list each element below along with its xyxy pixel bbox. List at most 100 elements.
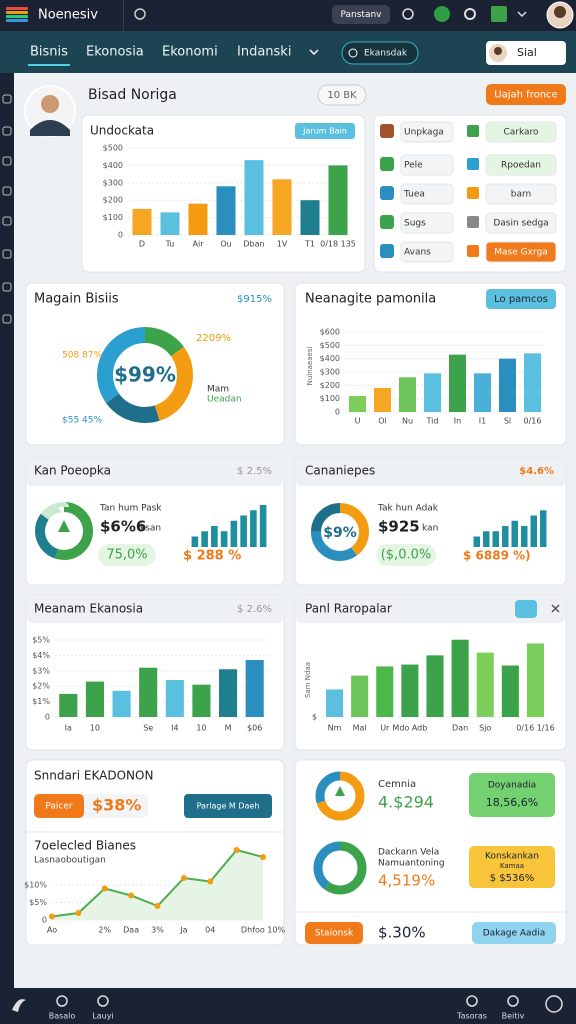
x-tick-label: Tid bbox=[426, 417, 439, 426]
label: Cemnia bbox=[378, 779, 416, 790]
menu-item[interactable] bbox=[400, 121, 454, 143]
menu-label[interactable]: Sugs bbox=[404, 219, 426, 229]
button[interactable] bbox=[295, 123, 355, 139]
nav-label[interactable]: Basalo bbox=[49, 1012, 76, 1021]
top-bar bbox=[0, 0, 576, 31]
icon[interactable] bbox=[12, 999, 26, 1012]
menu-item[interactable] bbox=[400, 154, 454, 176]
menu-icon bbox=[380, 124, 394, 138]
icon[interactable] bbox=[434, 6, 450, 22]
icon[interactable] bbox=[464, 8, 476, 20]
menu-label[interactable]: Pele bbox=[404, 161, 423, 171]
user-name[interactable]: Sial bbox=[517, 46, 537, 59]
button[interactable] bbox=[34, 794, 84, 818]
icon[interactable] bbox=[545, 995, 563, 1013]
bar bbox=[192, 684, 211, 717]
button-label[interactable]: Jarum Bain bbox=[302, 127, 347, 136]
button-label[interactable]: Panstanv bbox=[340, 10, 382, 20]
icon[interactable] bbox=[517, 11, 527, 18]
nav-tab[interactable]: Bisnis bbox=[30, 45, 68, 60]
button[interactable] bbox=[184, 794, 272, 818]
x-tick-label: In bbox=[454, 417, 461, 426]
bar bbox=[259, 505, 267, 547]
menu-label[interactable]: Unpkaga bbox=[404, 128, 444, 138]
menu-item[interactable] bbox=[485, 212, 557, 234]
menu-item[interactable] bbox=[485, 154, 557, 176]
menu-item[interactable] bbox=[485, 183, 557, 205]
sidebar-icon[interactable] bbox=[2, 126, 12, 136]
menu-item[interactable] bbox=[400, 183, 454, 205]
icon[interactable] bbox=[97, 995, 109, 1007]
pill-label: ($,0.0% bbox=[381, 548, 432, 563]
sidebar-icon[interactable] bbox=[2, 216, 12, 226]
menu-label[interactable]: Carkaro bbox=[503, 128, 539, 138]
stat-box bbox=[469, 773, 555, 817]
sidebar-icon[interactable] bbox=[2, 314, 12, 324]
sidebar-icon[interactable] bbox=[2, 156, 12, 166]
button[interactable] bbox=[486, 84, 566, 105]
nav-label[interactable]: Tasoras bbox=[456, 1012, 487, 1021]
bar bbox=[85, 681, 104, 717]
menu-item[interactable] bbox=[400, 241, 454, 263]
nav-tab[interactable]: Indanski bbox=[237, 45, 291, 60]
user-pill[interactable] bbox=[486, 41, 566, 65]
x-tick-label: Se bbox=[143, 724, 153, 733]
stat-box-title: Kamaa bbox=[500, 862, 524, 870]
button-label[interactable]: Parlage M Daeh bbox=[197, 802, 260, 811]
sidebar-icon[interactable] bbox=[2, 94, 12, 104]
card-header bbox=[296, 596, 565, 623]
bar bbox=[526, 643, 544, 717]
button[interactable] bbox=[317, 84, 367, 106]
button-label[interactable]: Uajah fronce bbox=[494, 90, 557, 101]
stat-box-value: $ $536% bbox=[490, 873, 535, 884]
nav-tab[interactable]: Ekonosia bbox=[86, 45, 144, 60]
icon[interactable] bbox=[466, 995, 478, 1007]
menu-item[interactable] bbox=[400, 212, 454, 234]
menu-item[interactable] bbox=[485, 241, 557, 263]
change: $ 6889 %) bbox=[463, 549, 531, 563]
button-label[interactable]: Staionsk bbox=[315, 929, 354, 939]
button-label[interactable]: 10 BK bbox=[327, 90, 357, 101]
chevron[interactable] bbox=[309, 49, 319, 56]
sidebar-icon[interactable] bbox=[2, 186, 12, 196]
button[interactable] bbox=[305, 922, 363, 944]
close[interactable] bbox=[551, 604, 560, 613]
area bbox=[52, 850, 263, 920]
icon[interactable] bbox=[402, 8, 414, 20]
bar bbox=[374, 388, 391, 412]
menu-label[interactable]: Rpoedan bbox=[501, 161, 541, 171]
button[interactable] bbox=[472, 922, 556, 944]
menu-item[interactable] bbox=[485, 121, 557, 143]
sidebar-icon[interactable] bbox=[2, 249, 12, 259]
search[interactable] bbox=[341, 41, 419, 65]
button-label[interactable]: Lo pamcos bbox=[494, 294, 548, 305]
donut-label: 508 87% bbox=[62, 351, 102, 361]
button-label[interactable]: Dakage Aadia bbox=[483, 929, 546, 939]
search-label[interactable]: Ekansdak bbox=[364, 49, 408, 59]
card bbox=[25, 282, 285, 446]
label: kan bbox=[422, 524, 438, 534]
donut-label: $55 45% bbox=[62, 416, 102, 426]
button[interactable] bbox=[332, 5, 390, 24]
bar bbox=[160, 212, 180, 235]
y-tick-label: $1% bbox=[32, 697, 50, 706]
nav-tab[interactable]: Ekonomi bbox=[162, 45, 218, 60]
icon[interactable] bbox=[507, 995, 519, 1007]
stat: $ 2.6% bbox=[237, 604, 272, 615]
button[interactable] bbox=[486, 289, 556, 309]
y-tick-label: $100 bbox=[320, 394, 340, 403]
button-label[interactable]: Paicer bbox=[45, 802, 73, 812]
menu-label[interactable]: Mase Gxrga bbox=[494, 248, 547, 258]
nav-label[interactable]: Beitiv bbox=[502, 1012, 525, 1021]
menu-label[interactable]: Avans bbox=[404, 248, 431, 258]
icon[interactable] bbox=[56, 995, 68, 1007]
menu-label[interactable]: Tuea bbox=[403, 190, 425, 200]
menu-label[interactable]: barn bbox=[511, 190, 531, 200]
nav-label[interactable]: Lauyi bbox=[92, 1012, 113, 1021]
icon[interactable] bbox=[491, 6, 507, 22]
bar bbox=[191, 536, 199, 547]
icon-button[interactable] bbox=[515, 600, 537, 618]
sidebar-icon[interactable] bbox=[2, 282, 12, 292]
sidebar bbox=[0, 73, 14, 988]
menu-label[interactable]: Dasin sedga bbox=[493, 219, 548, 229]
